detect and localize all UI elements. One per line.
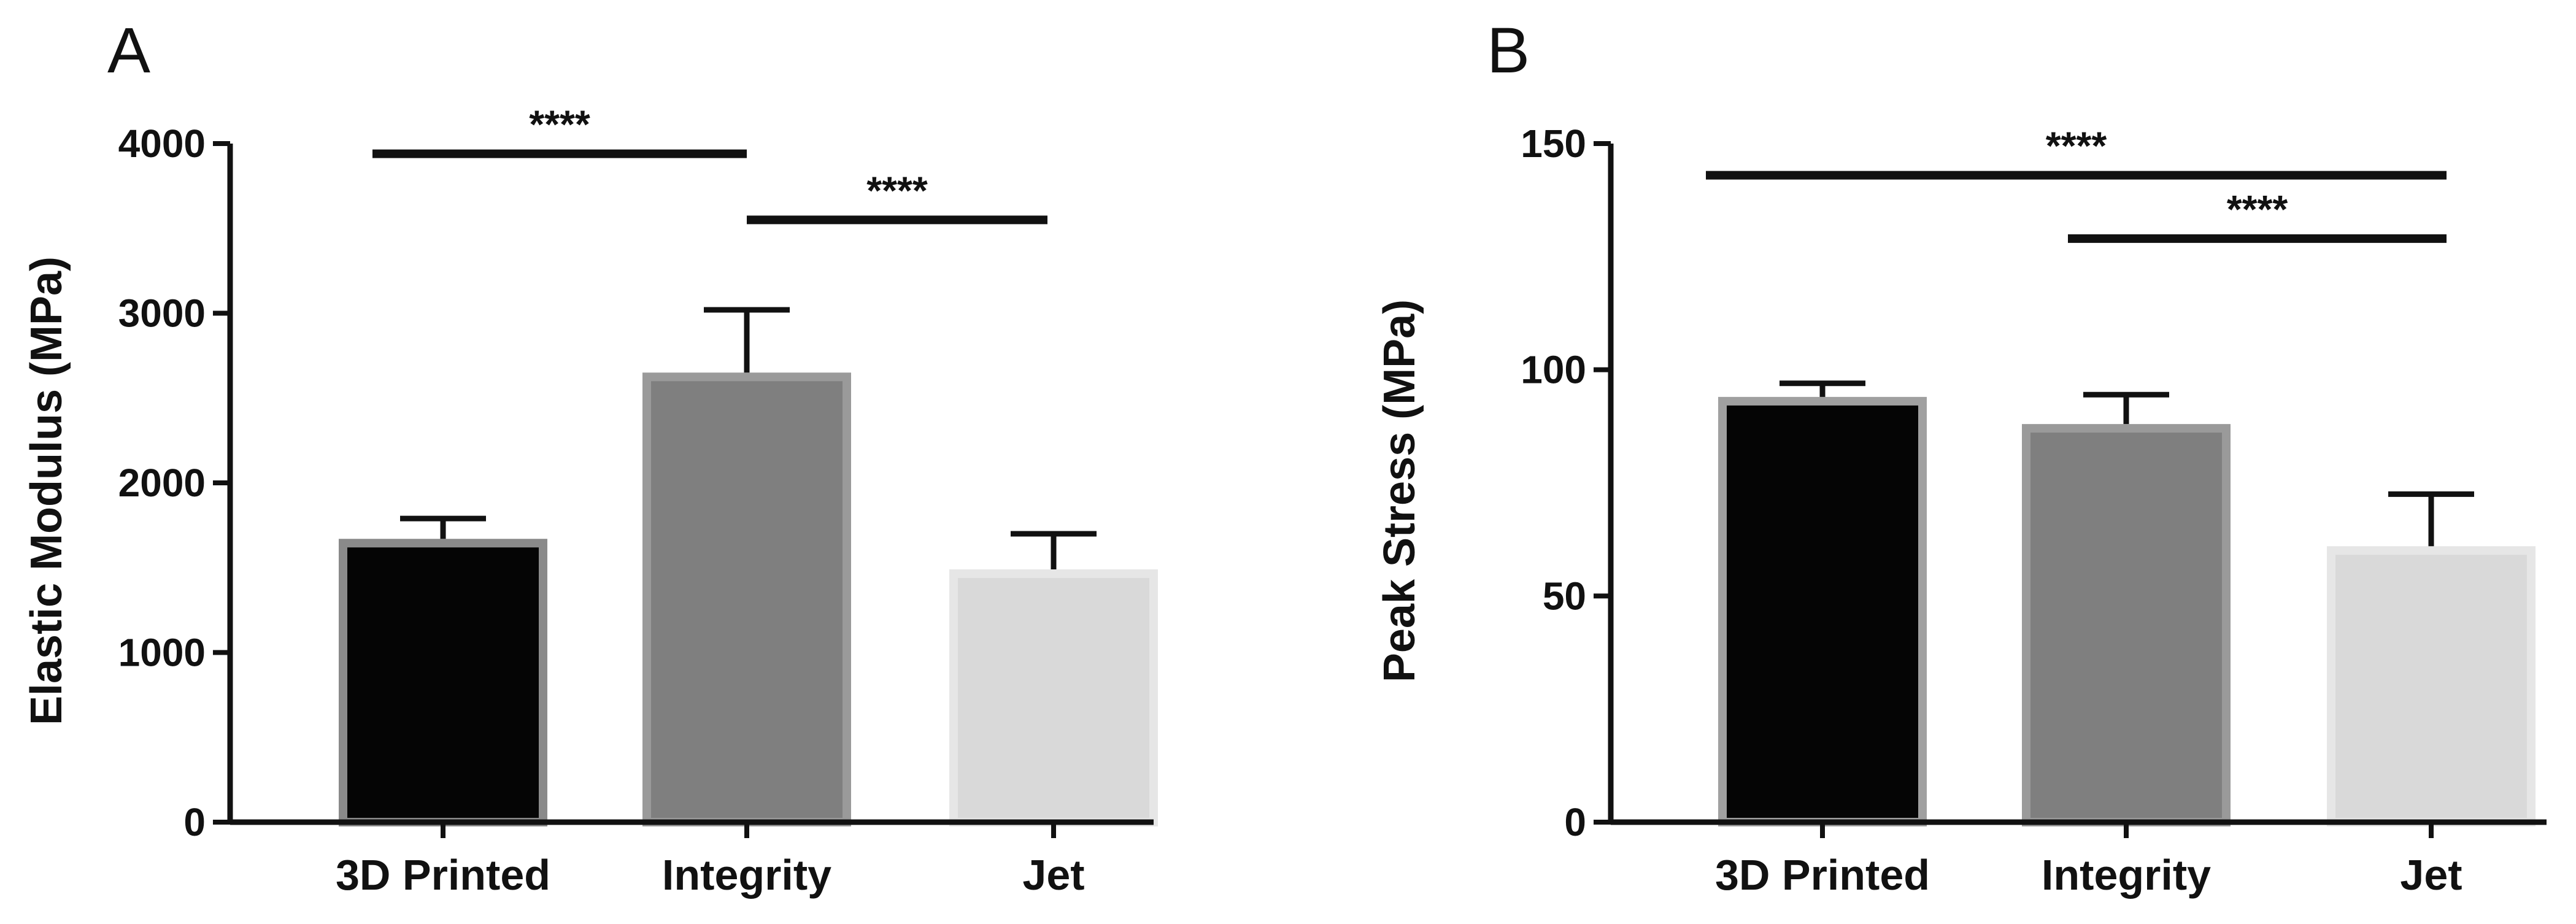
bar <box>339 539 547 826</box>
x-tick-label: 3D Printed <box>1715 851 1930 899</box>
bar <box>1718 396 1927 826</box>
panel-label: A <box>107 15 150 87</box>
y-tick-label: 150 <box>1521 121 1586 166</box>
significance-label: **** <box>866 168 928 212</box>
significance-label: **** <box>529 102 590 147</box>
y-tick-label: 2000 <box>118 461 206 505</box>
significance-label: **** <box>2227 187 2288 231</box>
bar <box>2327 546 2536 827</box>
y-axis-label: Peak Stress (MPa) <box>1375 299 1424 682</box>
x-tick-label: Jet <box>2400 851 2462 899</box>
y-tick-label: 4000 <box>118 121 206 166</box>
y-tick-label: 1000 <box>118 631 206 675</box>
significance-label: **** <box>2046 124 2107 168</box>
y-tick-label: 0 <box>183 800 206 844</box>
bar <box>2022 424 2231 826</box>
bar <box>642 372 851 826</box>
y-axis-label: Elastic Modulus (MPa) <box>22 256 71 725</box>
panel-label: B <box>1487 15 1530 87</box>
y-tick-label: 0 <box>1564 800 1586 844</box>
bar <box>949 569 1158 826</box>
x-tick-label: Jet <box>1022 851 1084 899</box>
x-tick-label: 3D Printed <box>336 851 550 899</box>
y-tick-label: 50 <box>1543 574 1586 618</box>
panel-b: B Peak Stress (MPa) 0 50 100 150 3D Printed I… <box>1375 15 2547 899</box>
x-tick-label: Integrity <box>2042 851 2211 899</box>
y-tick-label: 3000 <box>118 291 206 336</box>
panel-a: A Elastic Modulus (MPa) 0 1000 2000 3000 400… <box>22 15 1158 899</box>
y-tick-label: 100 <box>1521 348 1586 392</box>
x-tick-label: Integrity <box>662 851 831 899</box>
